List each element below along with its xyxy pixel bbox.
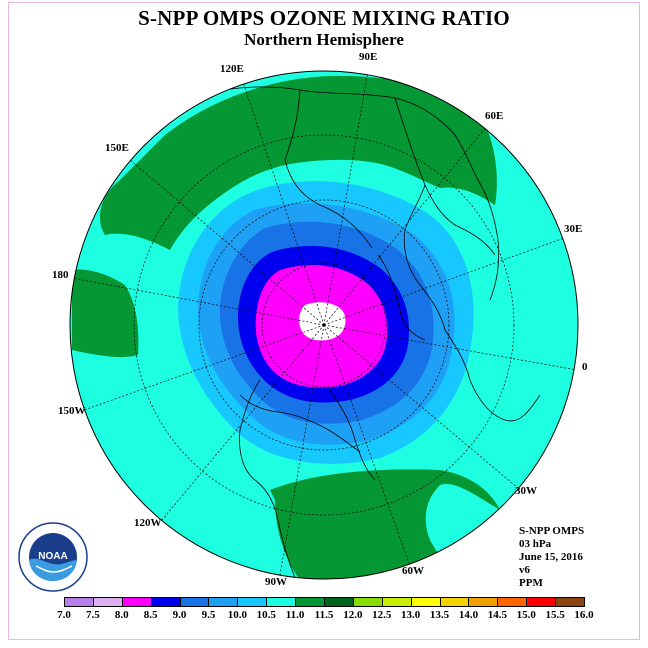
map-subtitle: Northern Hemisphere — [244, 30, 404, 49]
colorbar-segment — [237, 597, 268, 607]
colorbar-tick-label: 13.0 — [401, 609, 421, 621]
colorbar-tick-label: 14.5 — [487, 609, 507, 621]
colorbar-tick-label: 15.0 — [516, 609, 536, 621]
graticule — [71, 71, 578, 576]
lon-label-30e: 30E — [564, 223, 583, 235]
lon-label-0: 0 — [582, 361, 588, 373]
map-boundary — [69, 70, 579, 580]
colorbar-tick-label: 13.5 — [429, 609, 450, 621]
colorbar-segment — [410, 597, 441, 607]
lon-label-90e: 90E — [359, 51, 378, 63]
colorbar-segment — [64, 597, 94, 607]
colorbar-tick-label: 10.5 — [256, 609, 276, 621]
colorbar-segment — [381, 597, 412, 607]
colorbar-segment — [439, 597, 470, 607]
lon-label-30w: 30W — [515, 485, 537, 497]
colorbar-tick-label: 12.5 — [372, 609, 392, 621]
lon-label-60w: 60W — [402, 565, 424, 577]
lon-label-180: 180 — [52, 269, 69, 281]
coastlines — [159, 86, 541, 579]
lon-label-150e: 150E — [105, 142, 129, 154]
green-band-west — [72, 269, 139, 358]
colorbar-tick-label: 10.0 — [227, 609, 247, 621]
lon-label-120e: 120E — [220, 63, 244, 75]
colorbar-segment — [208, 597, 239, 607]
lon-label-60e: 60E — [485, 110, 504, 122]
colorbar-tick-label: 8.5 — [143, 609, 158, 621]
colorbar-segment — [497, 597, 528, 607]
info-instrument: S-NPP OMPS — [519, 525, 585, 537]
colorbar-tick-label: 16.0 — [574, 609, 594, 621]
colorbar-tick-label: 9.5 — [201, 609, 216, 621]
info-level: 03 hPa — [519, 538, 552, 550]
lon-label-150w: 150W — [58, 405, 86, 417]
colorbar-segment — [121, 597, 152, 607]
colorbar-tick-label: 7.5 — [86, 609, 100, 621]
map-title: S-NPP OMPS OZONE MIXING RATIO — [138, 6, 510, 30]
noaa-logo-icon: NOAA — [18, 522, 88, 592]
green-band-north — [100, 75, 497, 250]
lon-label-120w: 120W — [134, 517, 162, 529]
colorbar-tick-label: 9.0 — [172, 609, 187, 621]
colorbar-tick-label: 15.5 — [545, 609, 565, 621]
colorbar-segment — [179, 597, 210, 607]
colorbar-segment — [295, 597, 325, 607]
colorbar-tick-label: 14.0 — [458, 609, 479, 621]
colorbar-segment — [555, 597, 585, 607]
green-band-south — [270, 469, 500, 579]
colorbar — [64, 597, 585, 609]
colorbar-segment — [92, 597, 123, 607]
info-date: June 15, 2016 — [519, 551, 583, 563]
info-units: PPM — [519, 577, 543, 589]
colorbar-segment — [324, 597, 354, 607]
colorbar-segment — [150, 597, 181, 607]
lon-label-90w: 90W — [265, 576, 287, 588]
colorbar-tick-label: 8.0 — [114, 609, 129, 621]
white-core — [299, 302, 346, 341]
colorbar-tick-label: 11.0 — [285, 609, 305, 621]
colorbar-tick-label: 12.0 — [343, 609, 363, 621]
colorbar-tick-label: 7.0 — [57, 609, 71, 621]
colorbar-segment — [526, 597, 557, 607]
colorbar-segment — [352, 597, 383, 607]
figure-frame — [8, 2, 640, 640]
colorbar-tick-label: 11.5 — [314, 609, 334, 621]
info-block: S-NPP OMPS 03 hPa June 15, 2016 v6 PPM — [519, 525, 584, 590]
info-version: v6 — [519, 564, 530, 576]
logo-text: NOAA — [38, 551, 67, 562]
colorbar-segment — [468, 597, 499, 607]
colorbar-segment — [266, 597, 297, 607]
